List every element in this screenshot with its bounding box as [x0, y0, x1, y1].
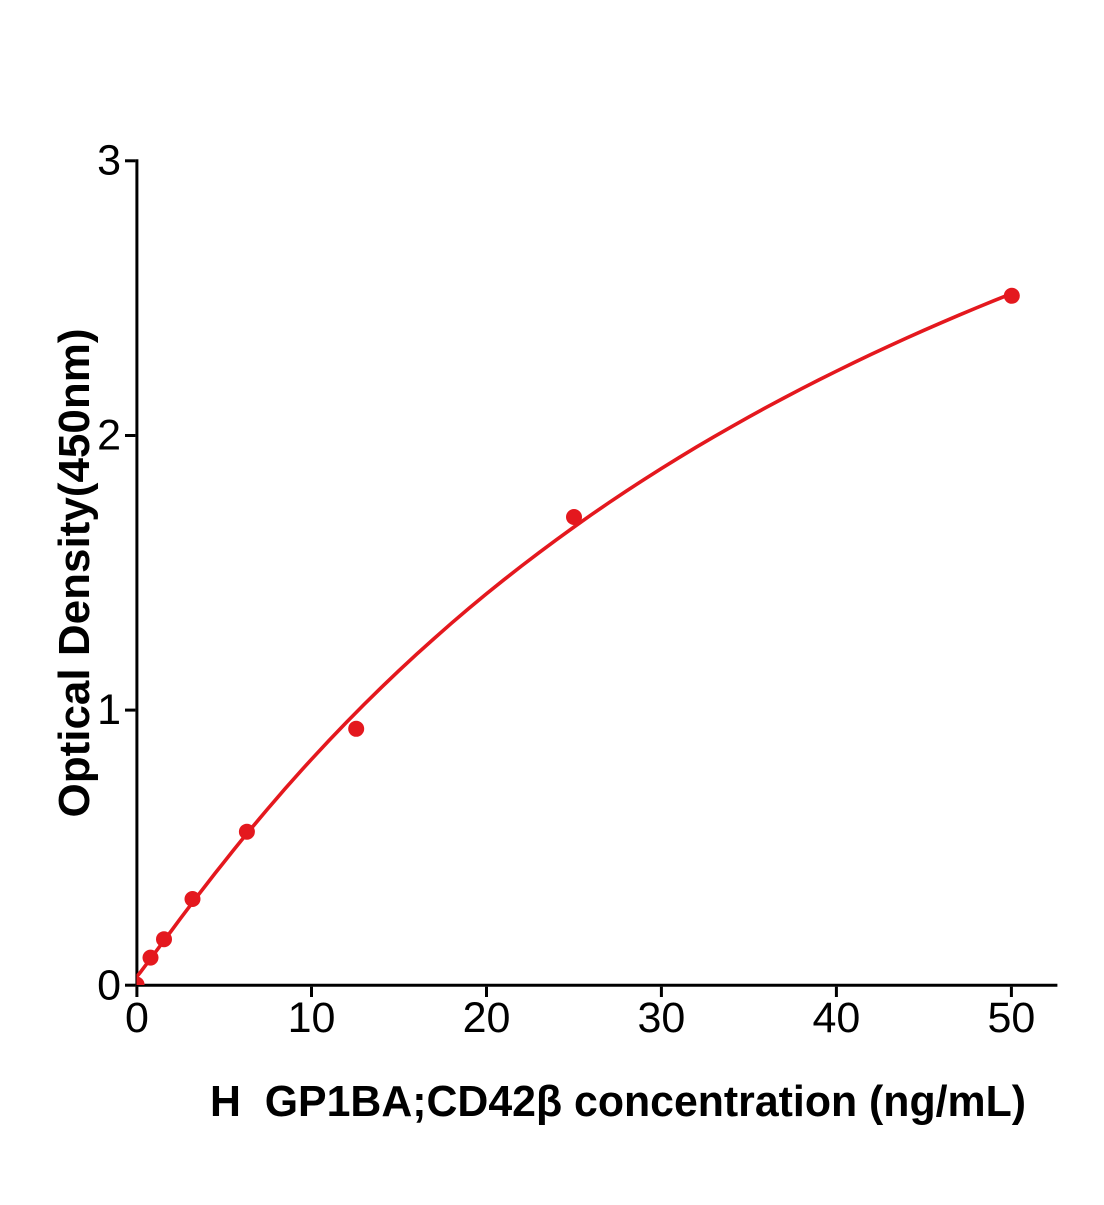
svg-text:H GP1BA;CD42β concentration (: H GP1BA;CD42β concentration (ng/mL): [210, 1077, 1026, 1126]
svg-text:2: 2: [97, 412, 121, 460]
svg-text:3: 3: [97, 137, 121, 185]
svg-text:10: 10: [288, 994, 336, 1042]
svg-text:20: 20: [463, 994, 511, 1042]
svg-text:0: 0: [125, 994, 149, 1042]
svg-text:40: 40: [812, 994, 860, 1042]
svg-text:50: 50: [987, 994, 1035, 1042]
svg-text:30: 30: [637, 994, 685, 1042]
svg-text:Optical Density(450nm): Optical Density(450nm): [50, 328, 99, 817]
svg-text:1: 1: [97, 686, 121, 734]
svg-text:0: 0: [97, 962, 121, 1010]
